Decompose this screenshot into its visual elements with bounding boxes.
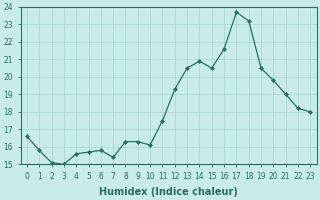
X-axis label: Humidex (Indice chaleur): Humidex (Indice chaleur) xyxy=(99,187,238,197)
